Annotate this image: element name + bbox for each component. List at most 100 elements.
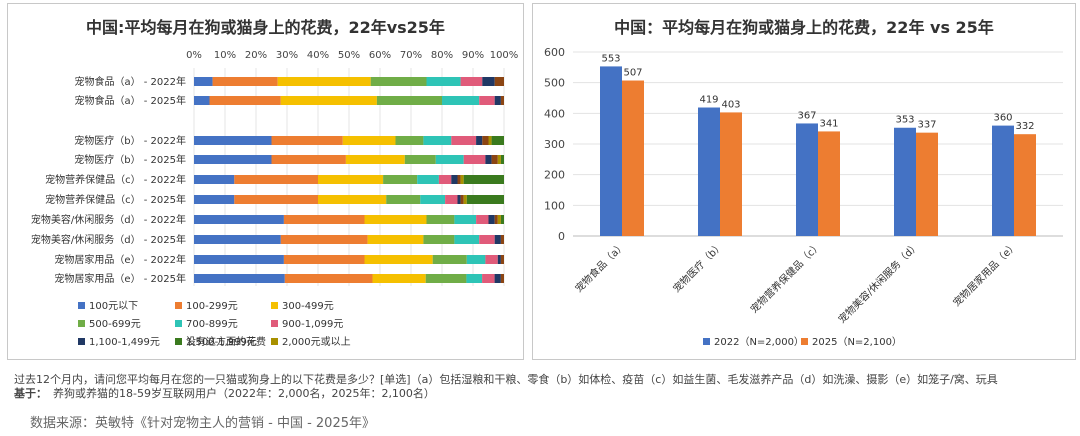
x-tick-label: 70%: [400, 50, 422, 61]
y-tick-label: 200: [544, 169, 565, 182]
bar: [796, 123, 818, 236]
stacked-bar-segment: [466, 195, 504, 204]
legend-label: 500-699元: [89, 319, 141, 330]
stacked-bar-segment: [212, 77, 278, 86]
legend-label: 2022（N=2,000）: [714, 336, 804, 348]
y-tick-label: 400: [544, 107, 565, 120]
bar: [622, 80, 644, 237]
stacked-bar-segment: [482, 77, 495, 86]
y-tick-label: 600: [544, 46, 565, 59]
category-label: 宠物营养保健品（c） - 2022年: [45, 173, 186, 186]
stacked-bar-segment: [271, 136, 343, 145]
stacked-bar-segment: [271, 155, 346, 164]
stacked-bar-segment: [194, 175, 235, 184]
legend-label: 300-499元: [282, 301, 334, 312]
stacked-bar-segment: [451, 175, 458, 184]
stacked-bar-segment: [460, 195, 464, 204]
stacked-bar-segment: [194, 235, 281, 244]
stacked-bar-segment: [209, 96, 281, 105]
stacked-bar-segment: [194, 77, 213, 86]
stacked-bar-segment: [494, 235, 501, 244]
stacked-bar-segment: [194, 274, 285, 283]
stacked-bar-segment: [404, 155, 436, 164]
legend-swatch: [175, 302, 182, 309]
stacked-bar-segment: [460, 175, 464, 184]
bar-value-label: 332: [1015, 121, 1034, 132]
y-tick-label: 100: [544, 199, 565, 212]
bar: [992, 125, 1014, 236]
x-tick-label: 100%: [490, 50, 519, 61]
stacked-bar-segment: [488, 136, 492, 145]
stacked-bar-segment: [318, 175, 384, 184]
stacked-bar-segment: [432, 255, 467, 264]
bar: [698, 107, 720, 236]
x-tick-label: 50%: [338, 50, 360, 61]
stacked-bar-segment: [491, 155, 498, 164]
legend-swatch: [271, 320, 278, 327]
bar-value-label: 403: [721, 99, 740, 110]
bar-value-label: 507: [623, 68, 642, 79]
left-chart-panel: 中国:平均每月在狗或猫身上的花费，22年vs25年 0% 10% 20% 30% 40%…: [7, 3, 524, 360]
right-chart-panel: 中国：平均每月在狗或猫身上的花费，22年 vs 25年 0 100 200 300 40…: [532, 3, 1076, 360]
stacked-bar-segment: [494, 274, 501, 283]
stacked-bar-segment: [485, 255, 498, 264]
legend-label: 2025（N=2,100）: [812, 336, 902, 348]
x-tick-label: 0%: [186, 50, 202, 61]
category-label: 宠物居家用品（e）: [950, 239, 1020, 309]
category-label: 宠物食品（a） - 2022年: [74, 75, 186, 88]
bar: [894, 127, 916, 236]
stacked-bar-segment: [435, 155, 464, 164]
stacked-bar-segment: [445, 195, 458, 204]
bar-value-label: 367: [797, 110, 816, 121]
stacked-bar-segment: [476, 136, 483, 145]
stacked-bar-segment: [457, 195, 461, 204]
x-tick-label: 20%: [245, 50, 267, 61]
stacked-bar-segment: [376, 96, 442, 105]
category-label: 宠物美容/休闲服务（d） - 2025年: [31, 233, 186, 246]
stacked-bar-segment: [426, 215, 455, 224]
legend-swatch: [78, 302, 85, 309]
category-label: 宠物营养保健品（c） - 2025年: [45, 193, 186, 206]
stacked-bar-segment: [466, 274, 483, 283]
bar: [916, 132, 938, 236]
category-label: 宠物居家用品（e） - 2025年: [54, 272, 186, 285]
bar: [818, 131, 840, 236]
stacked-bar-segment: [466, 255, 486, 264]
stacked-bar-segment: [283, 255, 365, 264]
stacked-bar-segment: [457, 175, 461, 184]
stacked-bar-segment: [451, 136, 477, 145]
category-label: 宠物医疗（b） - 2022年: [74, 134, 186, 147]
stacked-bar-segment: [500, 215, 504, 224]
stacked-bar-segment: [194, 255, 284, 264]
legend-label: 900-1,099元: [282, 319, 343, 330]
stacked-bar-segment: [372, 274, 426, 283]
stacked-bar-segment: [318, 195, 387, 204]
stacked-bar-segment: [500, 235, 504, 244]
stacked-bar-segment: [454, 215, 477, 224]
x-tick-label: 60%: [369, 50, 391, 61]
category-label: 宠物医疗（b） - 2025年: [74, 153, 186, 166]
legend-swatch: [78, 320, 85, 327]
left-chart-title: 中国:平均每月在狗或猫身上的花费，22年vs25年: [86, 18, 445, 37]
stacked-bar-segment: [426, 77, 461, 86]
stacked-bar-segment: [370, 77, 427, 86]
stacked-bar-segment: [395, 136, 424, 145]
stacked-bar-segment: [283, 215, 365, 224]
stacked-bar-segment: [463, 195, 467, 204]
legend-label: 700-899元: [186, 319, 238, 330]
y-tick-label: 300: [544, 138, 565, 151]
stacked-bar-segment: [497, 215, 501, 224]
legend-swatch: [78, 338, 85, 345]
legend-label: 100-299元: [186, 301, 238, 312]
stacked-bar-segment: [494, 215, 498, 224]
stacked-bar-segment: [479, 96, 495, 105]
stacked-bar-segment: [367, 235, 424, 244]
stacked-bar-segment: [194, 136, 272, 145]
stacked-bar-segment: [491, 136, 504, 145]
stacked-bar-segment: [500, 255, 504, 264]
stacked-bar-segment: [494, 96, 501, 105]
stacked-bar-chart: 0% 10% 20% 30% 40% 50% 60% 70% 80% 90% 100% 宠物食品（a）…: [31, 50, 519, 348]
stacked-bar-segment: [497, 155, 501, 164]
stacked-bar-segment: [438, 175, 452, 184]
stacked-bar-segment: [482, 274, 495, 283]
